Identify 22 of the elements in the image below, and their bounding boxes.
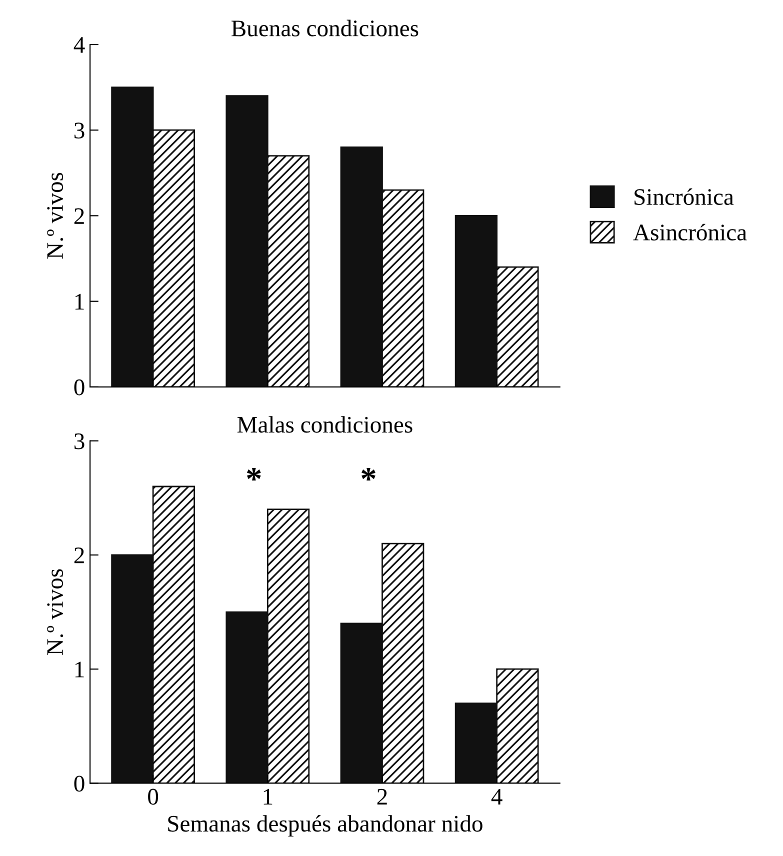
chart-title: Buenas condiciones — [232, 20, 418, 36]
y-tick-label: 3 — [74, 433, 84, 450]
y-tick-label: 0 — [74, 776, 84, 792]
y-tick-label: 1 — [75, 662, 84, 678]
x-tick-label: 1 — [264, 788, 272, 804]
y-tick-label: 3 — [74, 122, 84, 139]
y-tick-label: 4 — [74, 37, 85, 53]
x-axis-title: Semanas después abandonar nido — [168, 815, 482, 837]
legend-label: Sincrónica — [634, 188, 734, 206]
annotation: * — [362, 468, 376, 481]
y-tick-label: 0 — [74, 379, 84, 396]
y-axis-title: N.º vivos — [47, 172, 64, 259]
annotation: * — [246, 468, 261, 481]
y-tick-label: 2 — [74, 548, 84, 564]
x-tick-label: 4 — [491, 788, 502, 804]
y-tick-label: 1 — [75, 294, 84, 310]
x-tick-label: 0 — [148, 788, 158, 805]
y-axis-title: N.º vivos — [47, 569, 64, 656]
chart-title: Malas condiciones — [237, 416, 412, 433]
y-tick-label: 2 — [74, 208, 84, 224]
legend-label: Asincrónica — [633, 224, 747, 240]
x-tick-label: 2 — [377, 788, 387, 804]
